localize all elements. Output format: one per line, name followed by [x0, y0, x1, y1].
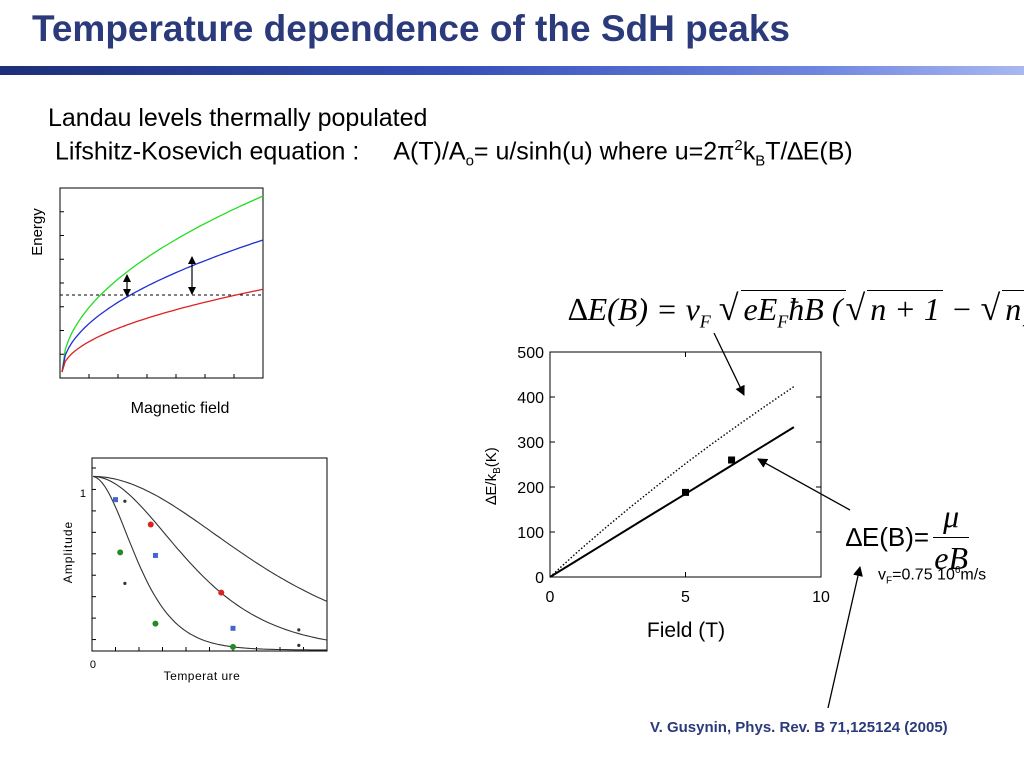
landau-level-curve [61, 195, 264, 373]
amplitude-chart: 1 0 Amplitude Temperat ure [61, 457, 328, 683]
amplitude-point [218, 589, 225, 596]
delta-e-minus: − [942, 291, 981, 327]
field-data-marker [682, 488, 689, 496]
landau-level-curve [61, 239, 264, 373]
lk-eq-b: u/sinh(u) where u=2π [488, 137, 735, 166]
magnetic-field-axis-label: Magnetic field [131, 400, 230, 417]
field-ytick-label: 500 [517, 345, 544, 362]
lk-eq-c: T/∆E(B) [765, 137, 853, 166]
fermi-velocity: vF=0.75 106m/s [878, 565, 986, 587]
delta-e-field-chart: 0 100 200 300 400 500 0 5 10 ∆E/kB(K) Fi… [483, 345, 830, 642]
vf-text: v [878, 566, 886, 584]
amplitude-point [297, 628, 301, 632]
lk-eq-a: A(T)/A [393, 137, 466, 166]
amplitude-curves [93, 475, 328, 651]
landau-plot-frame [59, 187, 264, 379]
vf-mid: =0.75 10 [892, 566, 955, 584]
delta-e-sub-f2: F [777, 311, 789, 332]
mu-fraction: μ eB [933, 498, 970, 577]
amplitude-point [230, 643, 236, 650]
field-xtick-label: 0 [546, 589, 555, 606]
amplitude-point [123, 499, 127, 503]
field-xtick-label: 10 [812, 589, 830, 606]
slide-title: Temperature dependence of the SdH peaks [32, 8, 791, 49]
field-axis-label: Field (T) [647, 619, 725, 642]
title-underline [0, 66, 1024, 75]
field-xtick-labels: 0 5 10 [546, 589, 830, 606]
sqrt-outer: eEFħB ( [740, 290, 846, 332]
mu-numerator: μ [933, 498, 970, 538]
amplitude-ticks [92, 467, 304, 651]
mu-formula: ∆E(B)= μ eB [846, 498, 970, 577]
amplitude-point [113, 497, 118, 503]
amplitude-ytick-0: 0 [90, 659, 96, 671]
field-ytick-label: 0 [535, 570, 544, 587]
landau-ticks [60, 211, 235, 378]
amplitude-ytick-1: 1 [80, 488, 86, 500]
amplitude-point [152, 552, 158, 558]
lk-eq-sub-o: o [465, 152, 474, 170]
sqrt-n1: n + 1 [867, 290, 943, 328]
arrow-to-solid-line [757, 458, 851, 511]
citation: V. Gusynin, Phys. Rev. B 71,125124 (2005… [650, 719, 948, 736]
energy-axis-label: Energy [29, 208, 46, 256]
arrow-from-citation [827, 566, 863, 709]
amplitude-point [147, 521, 154, 528]
dirac-curve-dotted [549, 386, 795, 578]
amplitude-axis-label: Amplitude [61, 521, 75, 583]
amplitude-point [117, 549, 124, 556]
field-ytick-label: 400 [517, 390, 544, 407]
field-ytick-labels: 0 100 200 300 400 500 [517, 345, 544, 587]
delta-e-sub-f: F [699, 311, 711, 332]
mu-denominator: eB [934, 540, 968, 576]
lk-eq-sup-2: 2 [734, 137, 743, 154]
lk-fit-curve [93, 475, 328, 641]
field-data-marker [728, 456, 736, 464]
lk-eq-sub-b: B [755, 152, 766, 170]
field-ytick-label: 300 [517, 435, 544, 452]
field-xtick-label: 5 [681, 589, 690, 606]
amplitude-plot-frame [91, 457, 328, 652]
amplitude-point [230, 625, 236, 631]
sqrt-icon: √ [718, 288, 739, 328]
vf-unit: m/s [960, 566, 987, 584]
amplitude-point [152, 620, 159, 627]
lk-label: Lifshitz-Kosevich equation : [55, 137, 360, 166]
lifshitz-kosevich-line: Lifshitz-Kosevich equation : A(T)/Ao= u/s… [55, 137, 853, 169]
lk-fit-curve [93, 475, 327, 651]
field-plot-frame [549, 351, 822, 578]
field-series [549, 386, 795, 578]
temperature-axis-label: Temperat ure [164, 669, 241, 683]
amplitude-point [123, 581, 127, 585]
sqrt-icon: √ [980, 288, 1001, 328]
landau-level-curve [61, 288, 264, 373]
lk-eq-k: k [742, 137, 756, 166]
sqrt-icon: √ [845, 288, 866, 328]
amplitude-point [297, 643, 301, 647]
vf-sub: F [886, 575, 893, 587]
amplitude-points [113, 497, 301, 650]
delta-e-hbar: ħB ( [788, 291, 843, 327]
delta-e-lhs: ∆E(B) = v [568, 291, 700, 327]
landau-levels-line: Landau levels thermally populated [48, 104, 428, 132]
delta-e-mid: eE [743, 291, 778, 327]
field-ytick-label: 200 [517, 480, 544, 497]
field-ytick-label: 100 [517, 525, 544, 542]
delta-e-formula: ∆E(B) = vF √eEFħB (√n + 1 − √n) [568, 287, 1024, 332]
vf-sup: 6 [954, 565, 961, 576]
arrow-to-dotted-curve [713, 332, 745, 396]
lk-fit-curve [93, 475, 328, 602]
delta-e-axis-label: ∆E/kB(K) [483, 447, 503, 505]
lk-eq-equals: = [473, 137, 489, 166]
mu-formula-lhs: ∆E(B)= [846, 522, 930, 552]
linear-fit-line [549, 426, 795, 578]
field-ticks [549, 351, 822, 578]
sqrt-n: n [1002, 290, 1024, 328]
landau-curves [61, 195, 264, 373]
landau-level-chart: Energy Magnetic field [29, 187, 264, 417]
